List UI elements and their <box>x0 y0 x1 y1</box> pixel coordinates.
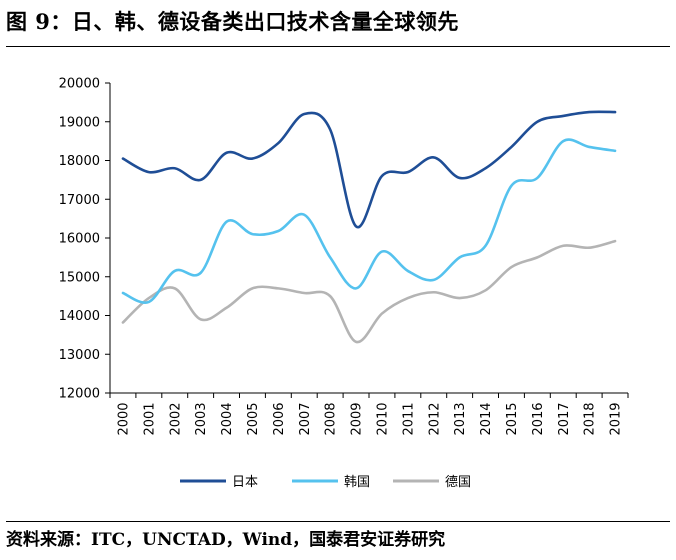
y-tick-label: 13000 <box>59 348 100 363</box>
y-tick-labels: 12000 13000 14000 15000 16000 17000 18000 19000… <box>59 77 100 402</box>
x-tick-labels: 2000 2001 2002 2003 2004 2005 2006 2007 2008 2009… <box>116 402 623 435</box>
x-tick-label: 2003 <box>194 402 209 435</box>
y-tick-label: 14000 <box>59 309 100 324</box>
x-tick-label: 2012 <box>427 402 442 435</box>
line-chart: 12000 13000 14000 15000 16000 17000 18000 19000… <box>59 77 629 490</box>
x-tick-label: 2010 <box>375 402 390 435</box>
legend-label-1: 日本 <box>232 475 258 490</box>
x-tick-label: 2018 <box>583 402 598 435</box>
legend-label-2: 韩国 <box>344 475 370 490</box>
x-tick-label: 2015 <box>505 402 520 435</box>
series-line-2 <box>121 138 617 304</box>
top-rule <box>6 46 670 47</box>
x-tick-label: 2019 <box>609 402 624 435</box>
x-tick-label: 2006 <box>272 402 287 435</box>
x-tick-label: 2005 <box>246 402 261 435</box>
x-tick-label: 2002 <box>168 402 183 435</box>
x-tick-label: 2004 <box>220 402 235 435</box>
x-tick-label: 2000 <box>116 402 131 435</box>
bottom-rule <box>6 521 670 522</box>
chart-legend: 日本 韩国 德国 <box>180 475 471 490</box>
x-tick-label: 2009 <box>350 402 365 435</box>
y-tick-label: 20000 <box>59 77 100 92</box>
x-tick-label: 2011 <box>401 402 416 435</box>
x-tick-label: 2001 <box>142 402 157 435</box>
x-tick-label: 2013 <box>453 402 468 435</box>
y-tick-label: 18000 <box>59 154 100 169</box>
y-tick-label: 12000 <box>59 387 100 402</box>
source-note: 资料来源：ITC，UNCTAD，Wind，国泰君安证券研究 <box>6 530 446 550</box>
series-line-1 <box>121 110 617 229</box>
y-tick-label: 17000 <box>59 193 100 208</box>
series-line-3 <box>121 239 617 344</box>
x-tick-label: 2017 <box>557 402 572 435</box>
figure-title: 图 9：日、韩、德设备类出口技术含量全球领先 <box>6 9 459 34</box>
y-tick-label: 16000 <box>59 232 100 247</box>
x-tick-label: 2008 <box>324 402 339 435</box>
chart-axes <box>105 82 629 398</box>
y-tick-label: 19000 <box>59 115 100 130</box>
x-tick-label: 2014 <box>479 402 494 435</box>
x-tick-label: 2016 <box>531 402 546 435</box>
x-tick-label: 2007 <box>298 402 313 435</box>
legend-label-3: 德国 <box>445 475 471 490</box>
series-lines <box>121 110 617 344</box>
y-tick-label: 15000 <box>59 270 100 285</box>
